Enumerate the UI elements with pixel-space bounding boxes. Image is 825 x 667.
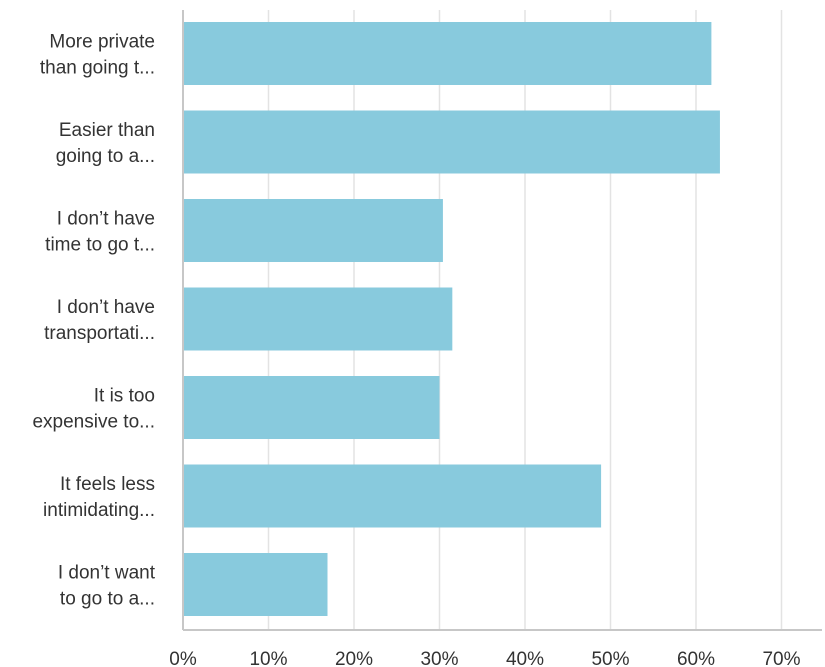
category-label: I don’t want [58, 563, 156, 584]
bar-4 [183, 376, 440, 439]
category-label: transportati... [44, 323, 155, 344]
category-label: More private [49, 32, 155, 53]
category-label: It is too [94, 386, 155, 407]
category-label: intimidating... [43, 500, 155, 521]
x-axis-ticks: 0% 10% 20% 30% 40% 50% 60% 70% [169, 649, 800, 667]
category-label: expensive to... [32, 412, 155, 433]
category-label: It feels less [60, 474, 155, 495]
bars [183, 22, 720, 616]
x-tick-label: 70% [762, 649, 800, 667]
bar-3 [183, 287, 453, 351]
x-tick-label: 10% [249, 649, 287, 667]
x-tick-label: 50% [591, 649, 629, 667]
category-label: than going t... [40, 58, 155, 79]
bar-6 [183, 553, 328, 616]
x-tick-label: 60% [677, 649, 715, 667]
x-tick-label: 0% [169, 649, 197, 667]
x-tick-label: 20% [335, 649, 373, 667]
category-label: time to go t... [45, 235, 155, 256]
category-label: going to a... [56, 146, 155, 167]
x-tick-label: 30% [420, 649, 458, 667]
bar-1 [183, 110, 720, 174]
bar-5 [183, 464, 602, 528]
x-tick-label: 40% [506, 649, 544, 667]
category-label: I don’t have [57, 209, 155, 230]
bar-0 [183, 22, 712, 85]
category-label: to go to a... [60, 589, 155, 610]
category-label: Easier than [59, 120, 155, 141]
bar-2 [183, 199, 443, 262]
category-labels: More private than going t... Easier than go… [32, 32, 155, 610]
category-label: I don’t have [57, 297, 155, 318]
